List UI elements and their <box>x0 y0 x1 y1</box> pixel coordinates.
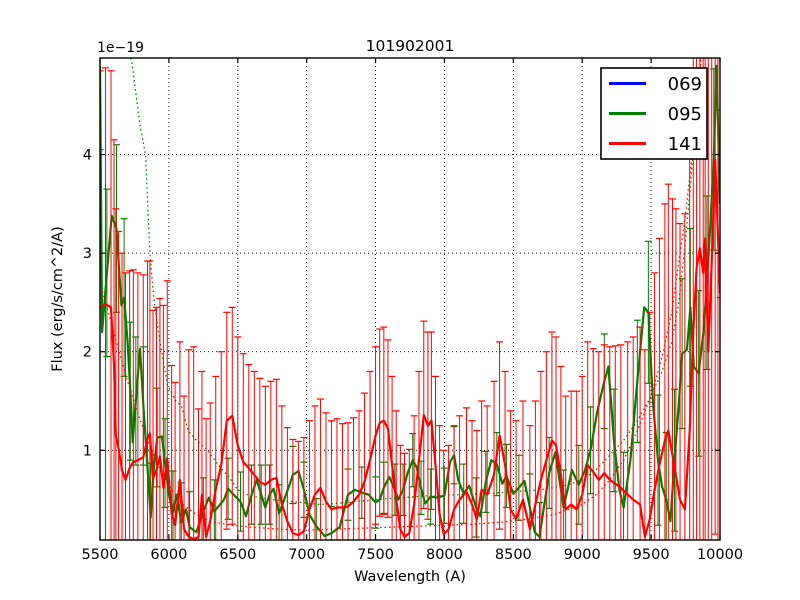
x-tick-label: 6500 <box>219 547 256 563</box>
legend-label-095: 095 <box>668 104 702 125</box>
axes-frame <box>99 57 721 541</box>
x-tick-label: 9500 <box>633 547 670 563</box>
x-tick-label: 7000 <box>288 547 325 563</box>
series-line-141-uncertainty <box>100 58 702 531</box>
y-tick-label: 1 <box>83 443 92 459</box>
x-tick-label: 8500 <box>495 547 532 563</box>
y-tick-label: 4 <box>83 148 92 164</box>
x-tick-label: 10000 <box>697 547 743 563</box>
series-line-095 <box>100 64 720 539</box>
y-tick-label: 2 <box>83 345 92 361</box>
tick-labels: 5500 6000 6500 7000 7500 8000 8500 9000 9500 1000… <box>82 148 744 563</box>
y-axis-label: Flux (erg/s/cm^2/A) <box>50 226 66 372</box>
series-141-uncertainty <box>100 58 702 531</box>
y-tick-label: 3 <box>83 246 92 262</box>
legend-label-069: 069 <box>668 74 702 95</box>
plot-border <box>99 57 721 541</box>
x-tick-label: 8000 <box>426 547 463 563</box>
x-tick-label: 5500 <box>82 547 119 563</box>
series-line-141 <box>100 158 720 540</box>
x-axis-label: Wavelength (A) <box>354 569 466 585</box>
chart-title: 101902001 <box>366 37 455 55</box>
x-tick-label: 7500 <box>357 547 394 563</box>
legend: 069 095 141 <box>600 67 708 160</box>
series-141 <box>100 58 720 540</box>
x-tick-label: 9000 <box>564 547 601 563</box>
y-axis-offset-text: 1e−19 <box>97 40 144 56</box>
x-tick-label: 6000 <box>150 547 187 563</box>
legend-label-141: 141 <box>668 134 702 155</box>
data-series <box>100 58 720 540</box>
